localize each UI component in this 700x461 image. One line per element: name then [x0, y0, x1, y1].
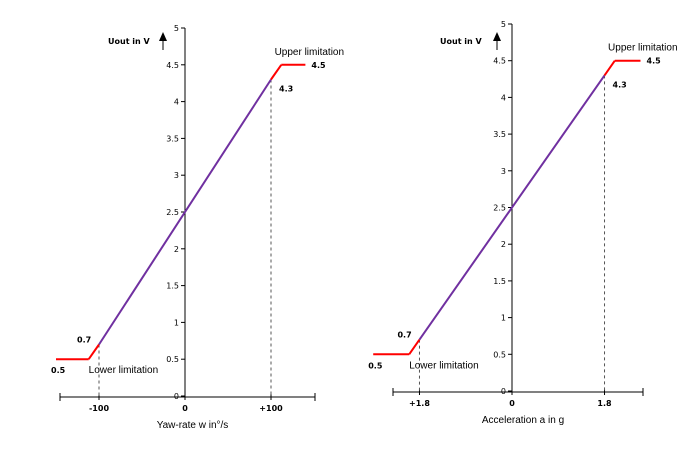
- up-arrow-icon: [493, 32, 501, 41]
- series-line-4: [603, 60, 616, 76]
- series-line-3: [98, 78, 272, 346]
- series-line-4: [270, 64, 283, 81]
- value-label-4-3: 4.3: [613, 80, 627, 89]
- y-tick-label: 2: [501, 240, 506, 249]
- y-tick-label: 0.5: [493, 350, 506, 359]
- up-arrow-icon: [159, 32, 167, 41]
- x-tick-label: 1.8: [597, 399, 612, 408]
- y-tick-label: 4: [174, 98, 179, 107]
- y-axis-title: Uout in V: [108, 37, 151, 46]
- x-axis-title: Yaw-rate w in°/s: [157, 420, 229, 431]
- y-tick-label: 3.5: [493, 130, 506, 139]
- y-tick-label: 2: [174, 245, 179, 254]
- value-label-4-3: 4.3: [279, 85, 293, 94]
- y-tick-label: 0.5: [166, 355, 179, 364]
- y-tick-label: 2.5: [166, 208, 179, 217]
- value-label-0-5: 0.5: [51, 366, 66, 375]
- y-tick-label: 1.5: [166, 282, 179, 291]
- y-tick-label: 5: [174, 24, 179, 33]
- series-line-2: [87, 343, 100, 360]
- series-line-3: [418, 74, 606, 341]
- x-tick-label: +100: [259, 404, 283, 413]
- y-tick-label: 3: [174, 171, 179, 180]
- x-tick-label: 0: [509, 399, 515, 408]
- y-tick-label: 1: [501, 314, 506, 323]
- y-tick-label: 4.5: [493, 57, 506, 66]
- y-tick-label: 3.5: [166, 134, 179, 143]
- value-label-0-7: 0.7: [77, 335, 91, 344]
- upper-limitation-label: Upper limitation: [275, 47, 344, 58]
- y-tick-label: 5: [501, 20, 506, 29]
- y-tick-label: 4.5: [166, 61, 179, 70]
- y-tick-label: 3: [501, 167, 506, 176]
- lower-limitation-label: Lower limitation: [409, 360, 478, 371]
- x-tick-label: +1.8: [409, 399, 430, 408]
- lower-limitation-label: Lower limitation: [89, 365, 158, 376]
- upper-limitation-label: Upper limitation: [608, 43, 677, 54]
- y-tick-label: 1: [174, 318, 179, 327]
- y-tick-label: 1.5: [493, 277, 506, 286]
- value-label-0-5: 0.5: [368, 361, 383, 370]
- value-label-4-5: 4.5: [647, 57, 662, 66]
- value-label-0-7: 0.7: [397, 331, 411, 340]
- x-tick-label: -100: [89, 404, 109, 413]
- y-tick-label: 4: [501, 93, 506, 102]
- x-tick-label: 0: [182, 404, 188, 413]
- series-line-2: [408, 339, 421, 355]
- y-tick-label: 2.5: [493, 204, 506, 213]
- y-axis-title: Uout in V: [440, 37, 483, 46]
- x-axis-title: Acceleration a in g: [482, 415, 564, 426]
- value-label-4-5: 4.5: [311, 61, 326, 70]
